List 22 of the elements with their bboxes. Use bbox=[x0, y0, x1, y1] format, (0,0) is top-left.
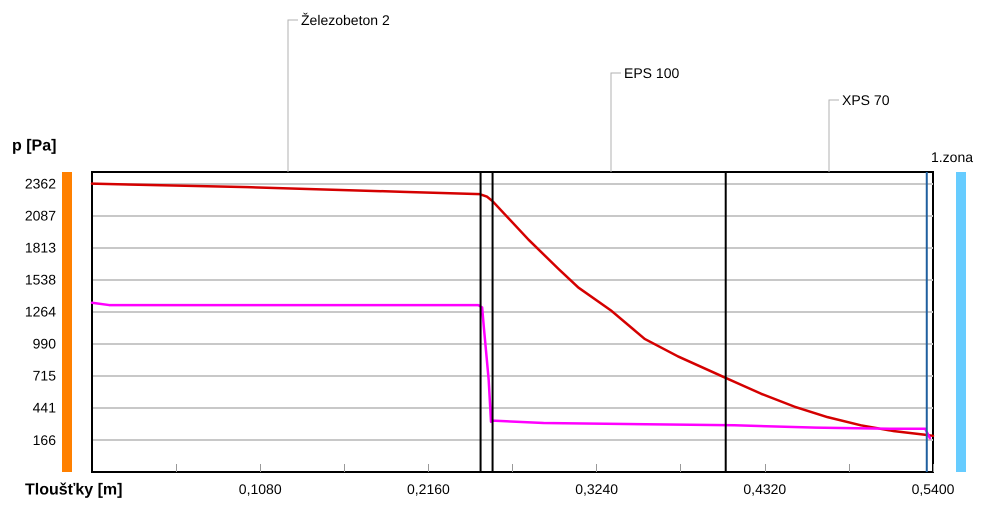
x-tick-label: 0,3240 bbox=[575, 481, 618, 497]
line-series bbox=[90, 301, 932, 440]
y-axis-title: p [Pa] bbox=[12, 138, 56, 154]
y-tick-label: 1264 bbox=[24, 304, 56, 320]
x-tick-label: 0,2160 bbox=[406, 481, 450, 497]
y-tick-label: 1538 bbox=[24, 272, 56, 288]
y-tick-label: 441 bbox=[32, 400, 56, 416]
y-tick-label: 2362 bbox=[24, 175, 56, 192]
x-axis-title: Tloušťky [m] bbox=[25, 482, 122, 498]
x-tick-label: 0,5400 bbox=[912, 481, 955, 497]
y-tick-label: 166 bbox=[32, 432, 56, 448]
y-tick-label: 1813 bbox=[24, 240, 56, 256]
text: Železobeton 2 bbox=[301, 12, 390, 28]
y-tick-label: 990 bbox=[32, 336, 56, 352]
x-tick-label: 0,1080 bbox=[238, 481, 282, 497]
y-tick-label: 2087 bbox=[24, 208, 56, 224]
line-series bbox=[90, 182, 934, 438]
y-tick-label: 715 bbox=[32, 368, 56, 384]
text: 1.zona bbox=[931, 149, 974, 165]
text: XPS 70 bbox=[842, 92, 890, 108]
text: EPS 100 bbox=[624, 65, 680, 81]
x-tick-label: 0,4320 bbox=[743, 481, 786, 497]
